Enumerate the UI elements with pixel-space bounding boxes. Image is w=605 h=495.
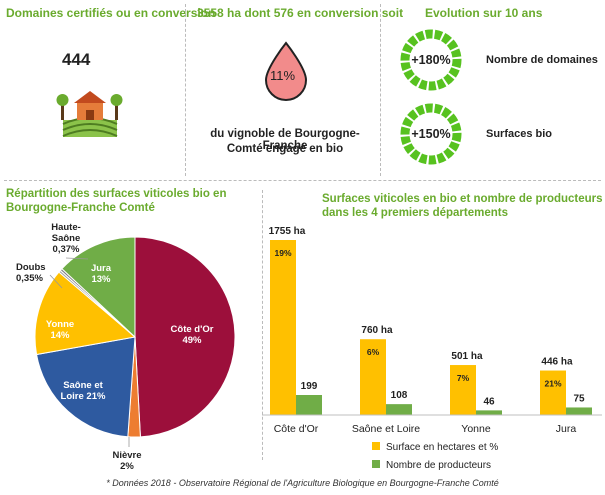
footnote: * Données 2018 - Observatoire Régional d… bbox=[106, 478, 499, 488]
panel2-caption-line2: Comté engagé en bio bbox=[226, 143, 344, 155]
pie-label-5-2: 0,37% bbox=[53, 244, 80, 255]
pie-label-4-1: 0,35% bbox=[16, 273, 43, 284]
panel2-caption-line1: du vignoble de Bourgogne-Franche bbox=[210, 128, 360, 152]
pie-title-line1: Répartition des surfaces viticoles bio e… bbox=[6, 188, 227, 200]
pie-label-4-0: Doubs bbox=[16, 262, 46, 273]
pie-label-5-1: Saône bbox=[52, 233, 81, 244]
bar-title-line1: Surfaces viticoles en bio et nombre de p… bbox=[322, 193, 603, 205]
bar-chart: 19% 1755 ha 199 Côte d'Or 6% 760 ha 108 Saône e… bbox=[262, 226, 602, 471]
legend-label-surface: Surface en hectares et % bbox=[386, 442, 498, 453]
bar-surface-percent-1: 6% bbox=[367, 347, 380, 357]
drop-icon bbox=[264, 41, 308, 101]
bar-surface-label-3: 446 ha bbox=[541, 357, 573, 368]
separator-vertical-1 bbox=[185, 4, 186, 176]
pie-label-0-0: Côte d'Or bbox=[171, 324, 214, 335]
separator-vertical-3 bbox=[262, 190, 263, 460]
domain-count: 444 bbox=[62, 50, 91, 69]
pie-slice-2 bbox=[35, 336, 136, 438]
pie-label-3-0: Yonne bbox=[46, 319, 74, 330]
separator-vertical-2 bbox=[380, 4, 381, 176]
pie-slice-0 bbox=[134, 236, 236, 438]
bar-category-1: Saône et Loire bbox=[352, 423, 420, 435]
evolution-surfaces-value: +150% bbox=[411, 127, 451, 141]
pie-leader-doubs bbox=[49, 274, 63, 289]
legend-label-producers: Nombre de producteurs bbox=[386, 460, 491, 471]
bar-producers-label-3: 75 bbox=[573, 393, 585, 404]
pie-label-1-0: Nièvre bbox=[112, 450, 141, 461]
pie-leader-haute-saone bbox=[65, 257, 89, 260]
pie-slice-3 bbox=[34, 271, 137, 356]
pie-label-0-1: 49% bbox=[182, 335, 202, 346]
bar-producers-1 bbox=[386, 404, 412, 415]
legend-swatch-producers bbox=[372, 460, 380, 468]
ring-icon-surfaces bbox=[400, 103, 462, 165]
pie-label-5-0: Haute- bbox=[51, 222, 81, 233]
pie-label-1-1: 2% bbox=[120, 461, 134, 470]
evolution-surfaces-label: Surfaces bio bbox=[486, 128, 553, 140]
bar-producers-2 bbox=[476, 410, 502, 415]
bar-surface-percent-0: 19% bbox=[274, 248, 291, 258]
bar-producers-label-1: 108 bbox=[391, 390, 408, 401]
bar-category-0: Côte d'Or bbox=[274, 423, 319, 435]
bar-surface-label-0: 1755 ha bbox=[269, 226, 306, 237]
bar-surface-percent-3: 21% bbox=[544, 379, 561, 389]
bar-surface-1 bbox=[360, 339, 386, 415]
evolution-domaines-label: Nombre de domaines bbox=[486, 54, 598, 66]
bar-surface-percent-2: 7% bbox=[457, 373, 470, 383]
evolution-domaines-value: +180% bbox=[411, 53, 451, 67]
bar-surface-0 bbox=[270, 240, 296, 415]
bar-producers-0 bbox=[296, 395, 322, 415]
bar-producers-label-0: 199 bbox=[301, 381, 318, 392]
legend-swatch-surface bbox=[372, 442, 380, 450]
bar-surface-label-2: 501 ha bbox=[451, 351, 483, 362]
pie-slice-6 bbox=[61, 236, 136, 339]
pie-label-6-1: 13% bbox=[91, 274, 111, 285]
separator-horizontal bbox=[4, 180, 601, 181]
drop-percent: 11% bbox=[270, 68, 296, 83]
ring-icon-domaines bbox=[400, 29, 462, 91]
farm-icon bbox=[56, 91, 123, 137]
bar-surface-label-1: 760 ha bbox=[361, 325, 393, 336]
bar-category-3: Jura bbox=[556, 423, 577, 435]
bar-surface-3 bbox=[540, 370, 566, 415]
panel2-title: 3558 ha dont 576 en conversion soit bbox=[197, 6, 404, 20]
bar-category-2: Yonne bbox=[461, 423, 491, 435]
bar-title-line2: dans les 4 premiers départements bbox=[322, 207, 508, 219]
bar-surface-2 bbox=[450, 365, 476, 415]
pie-title-line2: Bourgogne-Franche Comté bbox=[6, 202, 155, 214]
panel1-title: Domaines certifiés ou en conversion bbox=[6, 6, 216, 20]
pie-label-2-0: Saône et bbox=[63, 380, 103, 391]
pie-label-3-1: 14% bbox=[50, 330, 70, 341]
bar-producers-label-2: 46 bbox=[483, 396, 495, 407]
pie-label-2-1: Loire 21% bbox=[61, 391, 106, 402]
panel3-title: Evolution sur 10 ans bbox=[425, 6, 543, 20]
bar-producers-3 bbox=[566, 407, 592, 415]
pie-label-6-0: Jura bbox=[91, 263, 112, 274]
